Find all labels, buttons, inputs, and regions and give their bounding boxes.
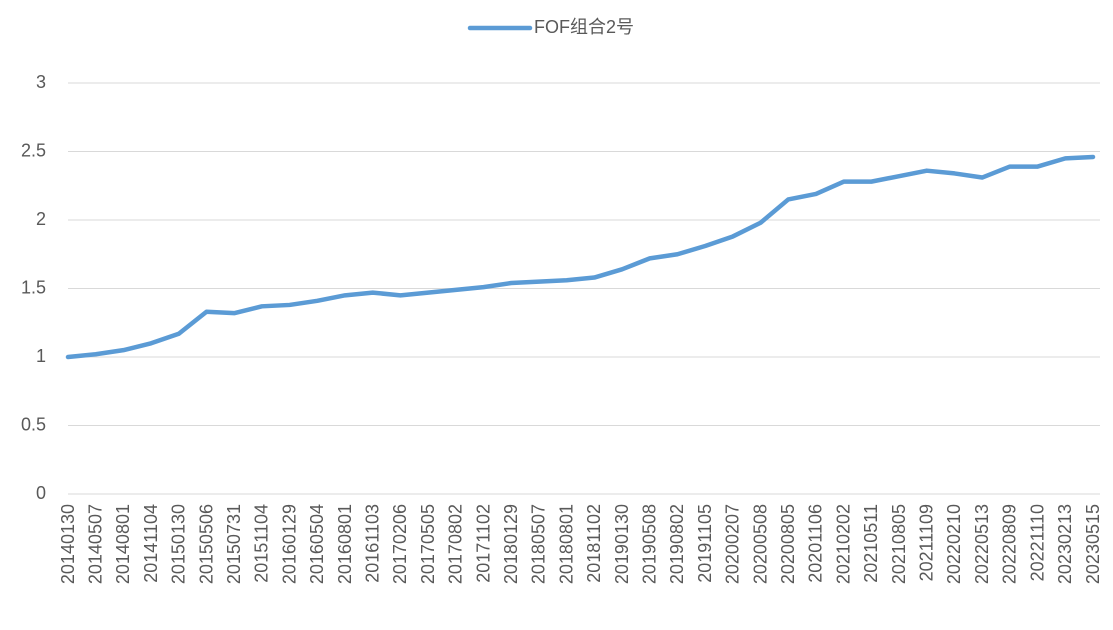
x-tick-label: 20220210 [944,504,964,584]
x-tick-label: 20150731 [224,504,244,584]
x-tick-label: 20190130 [612,504,632,584]
x-tick-label: 20230515 [1083,504,1103,584]
x-tick-label: 20180129 [501,504,521,584]
data-line [65,154,1096,360]
legend-label: FOF组合2号 [534,17,634,37]
x-tick-label: 20140507 [85,504,105,584]
x-tick-label: 20181102 [584,504,604,583]
x-tick-label: 20160129 [279,504,299,584]
x-tick-label: 20171102 [473,504,493,583]
x-tick-label: 20151104 [252,504,272,583]
x-tick-label: 20221110 [1027,504,1047,581]
x-tick-label: 20190802 [667,504,687,584]
x-tick-label: 20210805 [889,504,909,584]
x-tick-label: 20140801 [113,504,133,584]
x-tick-label: 20170206 [390,504,410,584]
x-tick-label: 20200207 [723,504,743,584]
x-tick-label: 20230213 [1055,504,1075,584]
x-tick-label: 20161103 [362,504,382,583]
x-tick-label: 20141104 [141,504,161,583]
y-tick-label: 2.5 [21,140,46,160]
x-tick-label: 20150130 [169,504,189,584]
x-tick-label: 20180507 [529,504,549,584]
y-tick-label: 3 [36,72,46,92]
x-tick-label: 20210511 [861,504,881,583]
x-tick-label: 20180801 [556,504,576,584]
x-tick-label: 20220809 [1000,504,1020,584]
y-tick-label: 1 [36,346,46,366]
x-tick-label: 20201106 [806,504,826,583]
y-tick-label: 1.5 [21,277,46,297]
x-tick-label: 20211109 [917,504,937,581]
x-tick-label: 20170505 [418,504,438,584]
y-tick-label: 0.5 [21,414,46,434]
x-tick-label: 20200508 [750,504,770,584]
x-tick-label: 20200805 [778,504,798,584]
x-tick-label: 20191105 [695,504,715,583]
x-tick-label: 20150506 [196,504,216,584]
x-tick-label: 20170802 [446,504,466,584]
x-tick-label: 20210202 [833,504,853,584]
x-tick-label: 20140130 [58,504,78,584]
y-tick-label: 2 [36,209,46,229]
x-tick-label: 20190508 [640,504,660,584]
x-tick-label: 20220513 [972,504,992,584]
x-tick-label: 20160504 [307,504,327,584]
x-tick-label: 20160801 [335,504,355,584]
y-tick-label: 0 [36,483,46,503]
